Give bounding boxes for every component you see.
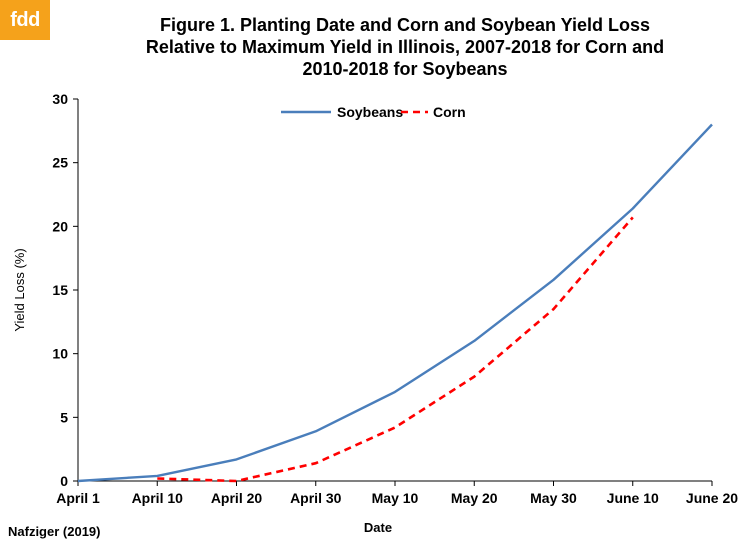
x-tick-label: June 20 [686, 490, 738, 506]
logo-text: fdd [10, 8, 40, 31]
x-axis-label: Date [364, 520, 392, 535]
y-axis-label: Yield Loss (%) [12, 248, 27, 331]
axes [73, 98, 713, 486]
x-tick-label: April 1 [56, 490, 100, 506]
fdd-logo: fdd [0, 0, 50, 40]
x-tick-label: April 20 [211, 490, 263, 506]
y-tick-label: 20 [52, 218, 68, 234]
x-tick-label: May 30 [530, 490, 577, 506]
title-line-2: Relative to Maximum Yield in Illinois, 2… [145, 37, 665, 57]
y-tick-label: 10 [52, 346, 68, 362]
x-tick-label: May 20 [451, 490, 498, 506]
legend: Soybeans Corn [281, 104, 466, 120]
legend-label-soybeans: Soybeans [337, 104, 403, 120]
y-tick-label: 15 [52, 282, 68, 298]
x-tick-label: June 10 [607, 490, 659, 506]
title-line-3: 2010-2018 for Soybeans [302, 59, 508, 79]
y-tick-label: 30 [52, 91, 68, 107]
series-lines [77, 123, 713, 483]
series-line-corn [157, 216, 634, 483]
source-note: Nafziger (2019) [8, 524, 101, 539]
y-tick-label: 5 [60, 409, 68, 425]
x-tick-label: April 10 [132, 490, 184, 506]
series-line-soybeans [77, 123, 713, 483]
chart-title: Figure 1. Planting Date and Corn and Soy… [70, 14, 740, 80]
tick-labels: 0 5 10 15 20 25 30 April 1 April 10 April 20 April… [52, 91, 738, 506]
x-tick-label: May 10 [372, 490, 419, 506]
y-tick-label: 0 [60, 473, 68, 489]
title-line-1: Figure 1. Planting Date and Corn and Soy… [159, 15, 651, 35]
legend-label-corn: Corn [433, 104, 466, 120]
x-tick-label: April 30 [290, 490, 342, 506]
y-tick-label: 25 [52, 155, 68, 171]
